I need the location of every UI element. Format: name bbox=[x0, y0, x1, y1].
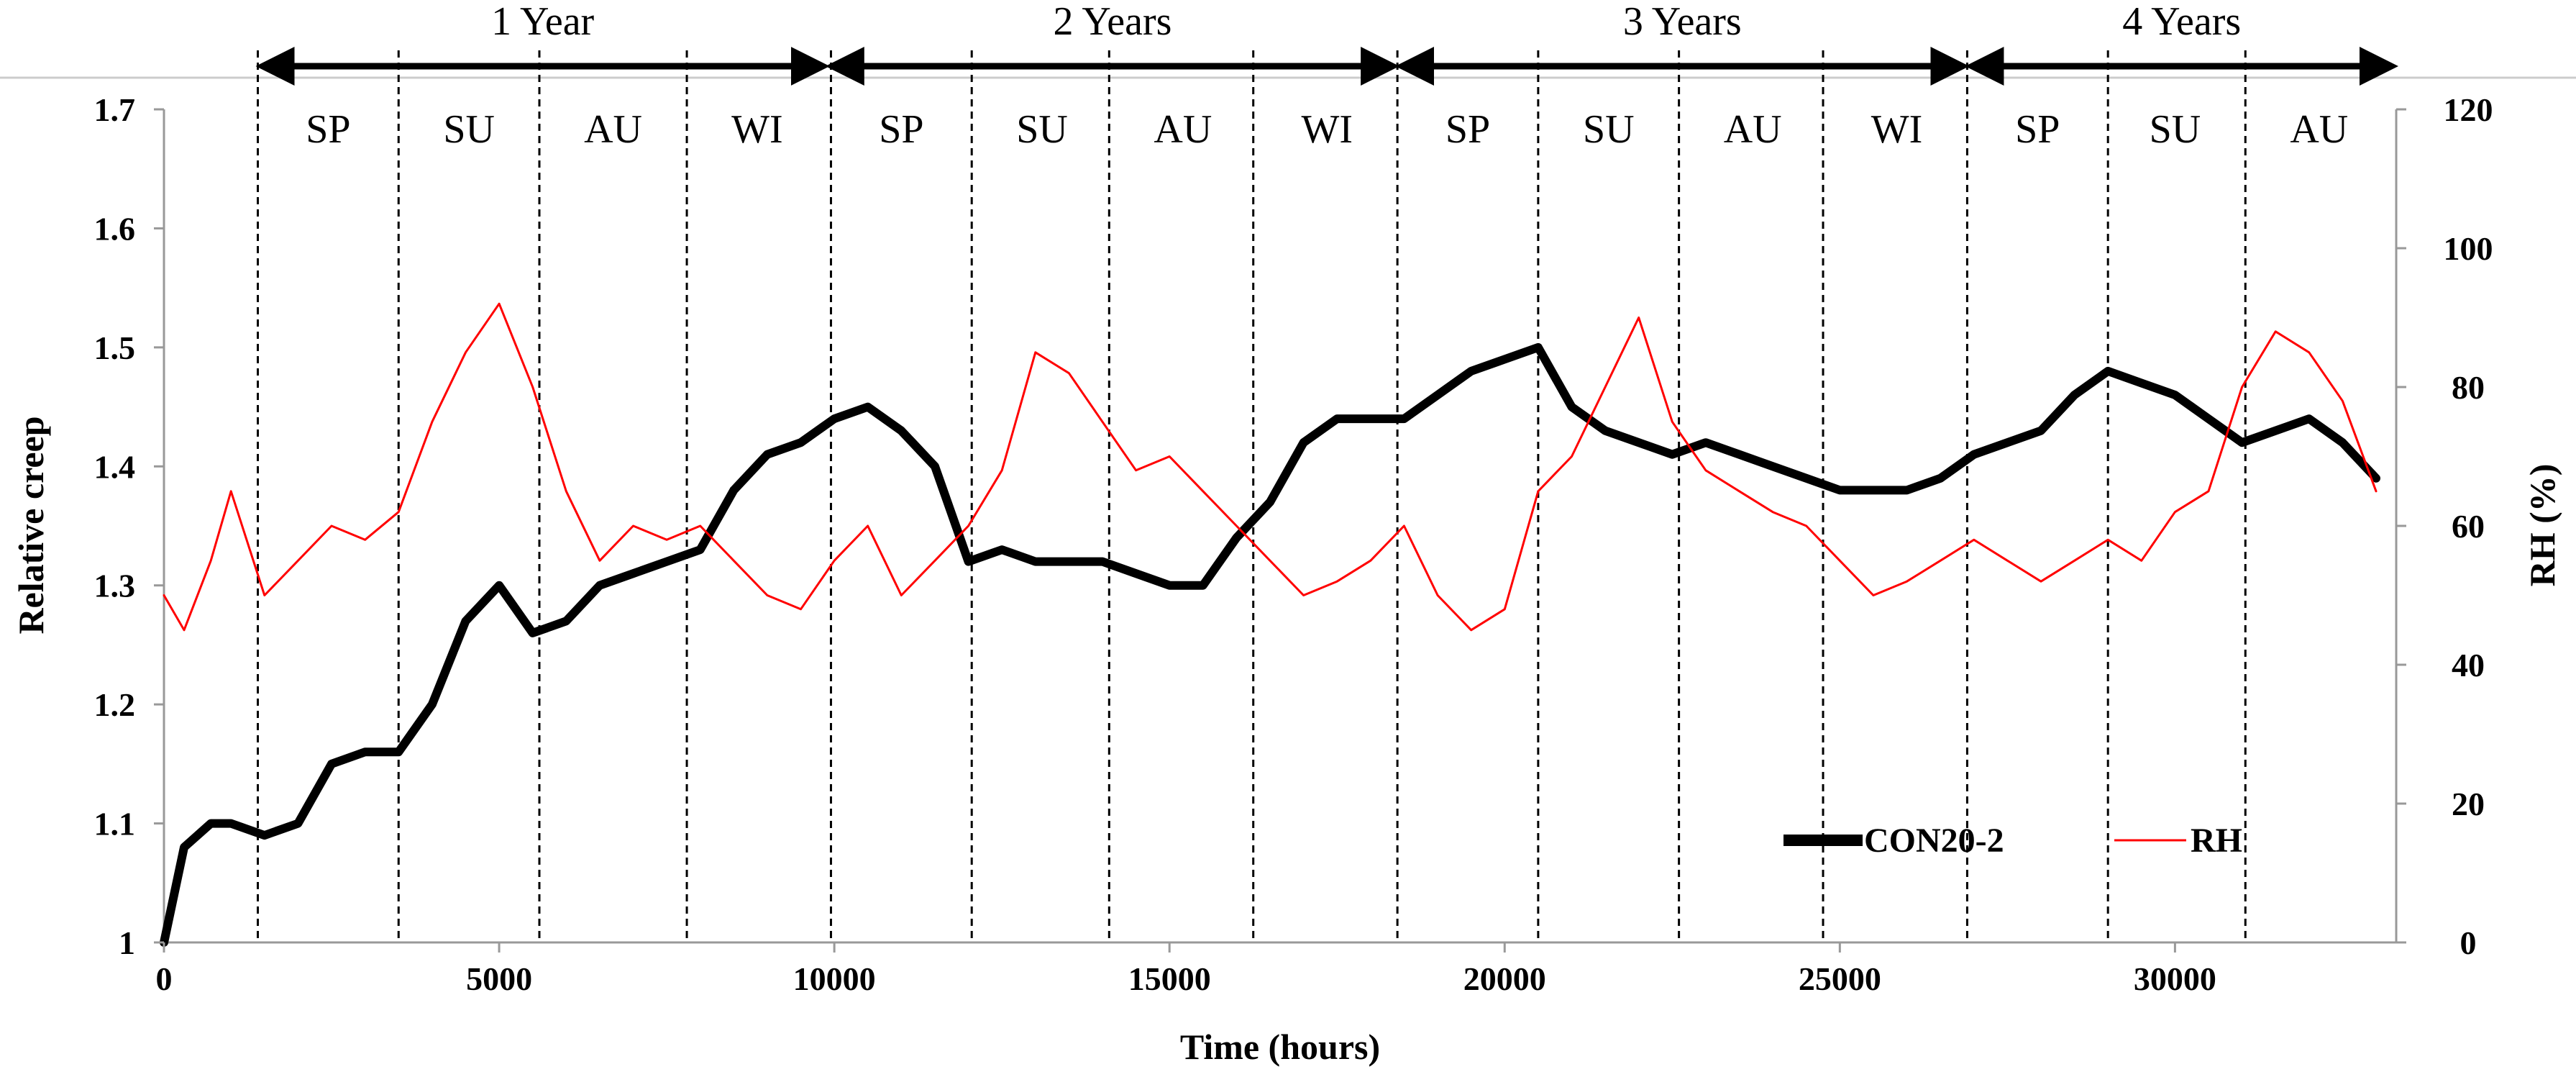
season-label: SP bbox=[306, 107, 350, 152]
series-line-rh bbox=[163, 302, 2378, 632]
year-label: 4 Years bbox=[2122, 0, 2241, 44]
year-label: 3 Years bbox=[1623, 0, 1742, 44]
series-lines bbox=[160, 302, 2380, 947]
x-tick-label: 25000 bbox=[1799, 960, 1881, 997]
y-tick-label: 1.5 bbox=[94, 329, 136, 366]
y2-tick-label: 40 bbox=[2452, 647, 2485, 683]
legend: CON20-2 RH bbox=[1783, 822, 2242, 860]
year-label: 1 Year bbox=[491, 0, 594, 44]
y2-axis-title: RH (%) bbox=[2522, 464, 2562, 587]
year-label: 2 Years bbox=[1054, 0, 1172, 44]
y-tick-label: 1.3 bbox=[94, 568, 136, 604]
y-tick-label: 1.6 bbox=[94, 210, 136, 247]
y-axis-title: Relative creep bbox=[11, 416, 51, 634]
y2-tick-label: 80 bbox=[2452, 369, 2485, 406]
legend-label-con20-2: CON20-2 bbox=[1864, 822, 2004, 860]
season-label: AU bbox=[584, 107, 642, 152]
x-tick-label: 5000 bbox=[466, 960, 532, 997]
season-label: SP bbox=[1445, 107, 1490, 152]
season-label: AU bbox=[2290, 107, 2348, 152]
y-tick-label: 1.7 bbox=[94, 91, 136, 128]
year-annotations: 1 Year 2 Years 3 Years 4 Years bbox=[255, 0, 2398, 86]
x-tick-label: 30000 bbox=[2134, 960, 2216, 997]
season-label: SU bbox=[443, 107, 495, 152]
season-label: SU bbox=[2150, 107, 2201, 152]
series-line-con20-2 bbox=[160, 342, 2380, 947]
y2-tick-label: 20 bbox=[2452, 786, 2485, 822]
season-annotations: SP SU AU WI SP SU AU WI SP SU AU WI SP SU AU bbox=[256, 50, 2348, 942]
y2-tick-label: 0 bbox=[2460, 924, 2477, 961]
season-label: SP bbox=[2015, 107, 2060, 152]
season-label: AU bbox=[1724, 107, 1782, 152]
season-label: SU bbox=[1016, 107, 1068, 152]
season-label: WI bbox=[731, 107, 783, 152]
y-tick-label: 1.1 bbox=[94, 806, 136, 842]
axis-ticks: 0 5000 10000 15000 20000 25000 30000 1 1.1 1.2 1.3… bbox=[94, 91, 2493, 997]
x-tick-label: 0 bbox=[156, 960, 173, 997]
season-label: WI bbox=[1871, 107, 1923, 152]
x-tick-label: 10000 bbox=[793, 960, 876, 997]
season-label: SP bbox=[879, 107, 923, 152]
season-label: WI bbox=[1301, 107, 1353, 152]
x-axis-title: Time (hours) bbox=[1180, 1027, 1380, 1067]
x-tick-label: 20000 bbox=[1463, 960, 1546, 997]
y2-tick-label: 100 bbox=[2444, 230, 2493, 267]
season-label: AU bbox=[1154, 107, 1212, 152]
y-tick-label: 1 bbox=[119, 924, 135, 961]
season-label: SU bbox=[1583, 107, 1635, 152]
y-tick-label: 1.4 bbox=[94, 448, 136, 485]
y-tick-label: 1.2 bbox=[94, 686, 136, 723]
x-tick-label: 15000 bbox=[1128, 960, 1211, 997]
y2-tick-label: 120 bbox=[2444, 91, 2493, 128]
y2-tick-label: 60 bbox=[2452, 508, 2485, 545]
legend-label-rh: RH bbox=[2191, 822, 2242, 860]
